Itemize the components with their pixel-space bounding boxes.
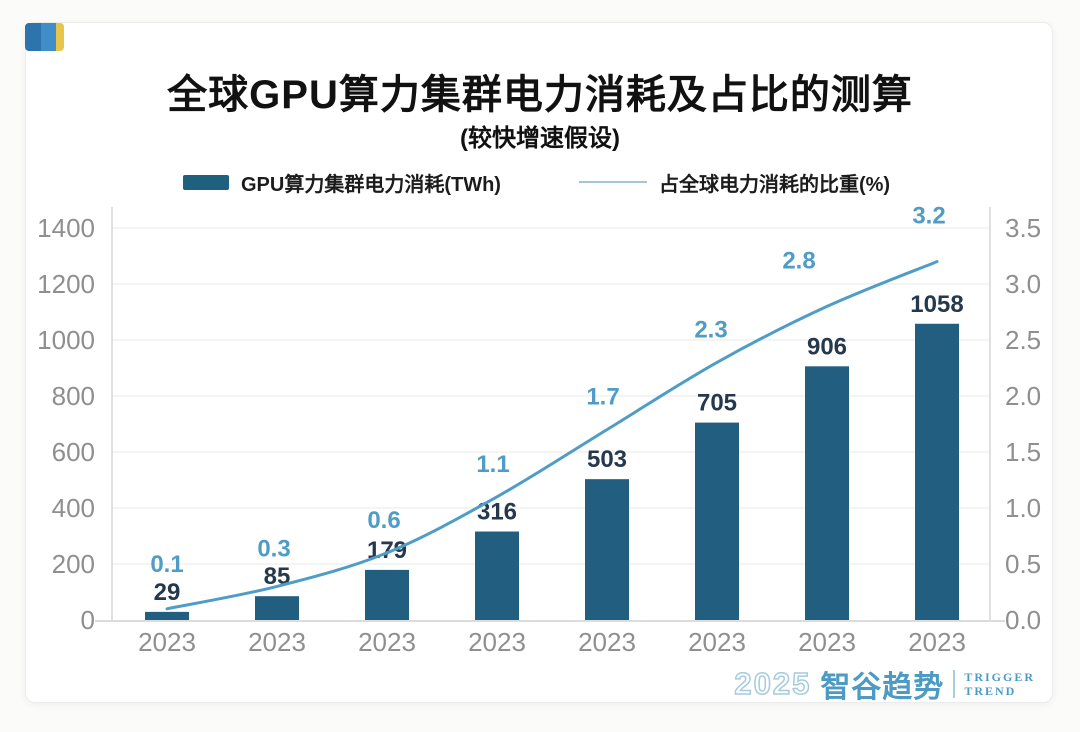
right-axis-tick: 0.5 xyxy=(1005,549,1041,579)
bar xyxy=(365,569,409,620)
line-value-label: 1.7 xyxy=(586,384,619,411)
bar xyxy=(475,531,519,620)
legend-item-line-series: 占全球电力消耗的比重(%) xyxy=(578,168,891,197)
watermark-tagline: TRIGGER TREND xyxy=(964,670,1035,699)
right-axis-tick: 2.5 xyxy=(1005,325,1041,355)
x-axis-label: 2023 xyxy=(688,627,746,657)
bar-value-label: 906 xyxy=(807,333,847,360)
legend: GPU算力集群电力消耗(TWh) 占全球电力消耗的比重(%) xyxy=(183,166,890,198)
bar xyxy=(255,596,299,620)
chart-card xyxy=(25,22,1053,703)
left-axis-tick: 600 xyxy=(52,437,95,467)
right-axis-tick: 3.0 xyxy=(1005,269,1041,299)
legend-item-bar-series: GPU算力集群电力消耗(TWh) xyxy=(183,168,501,197)
bar-value-label: 705 xyxy=(697,390,737,417)
chart-title: 全球GPU算力集群电力消耗及占比的测算 xyxy=(167,73,913,117)
right-axis-tick: 2.0 xyxy=(1005,381,1041,411)
line-value-label: 0.6 xyxy=(367,507,400,534)
left-axis-tick: 1400 xyxy=(37,213,95,243)
combo-chart-plot: 0 200 400 600 800 1000 1200 1400 0.0 0.5 1.0 1.5 2.0… xyxy=(37,203,1041,657)
x-axis-label: 2023 xyxy=(798,627,856,657)
logo-icon xyxy=(25,23,64,51)
right-axis-tick: 1.0 xyxy=(1005,493,1041,523)
x-axis-label: 2023 xyxy=(248,627,306,657)
line-value-label: 2.3 xyxy=(694,316,727,343)
bar-value-label: 503 xyxy=(587,446,627,473)
x-axis-label: 2023 xyxy=(468,627,526,657)
line-value-label: 2.8 xyxy=(782,247,815,274)
bar xyxy=(695,422,739,620)
watermark-brand: 智谷趋势 xyxy=(820,671,945,704)
left-axis-tick: 400 xyxy=(52,493,95,523)
watermark-divider xyxy=(953,670,956,698)
x-axis-label: 2023 xyxy=(358,627,416,657)
bar-value-label: 316 xyxy=(477,499,517,526)
left-axis-tick: 1000 xyxy=(37,325,95,355)
watermark-tagline-line1: TRIGGER xyxy=(964,669,1035,684)
x-axis-label: 2023 xyxy=(908,627,966,657)
brand-watermark: 2025 智谷趋势 TRIGGER TREND xyxy=(734,665,1035,704)
bar xyxy=(805,366,849,620)
bar-value-label: 29 xyxy=(154,579,181,606)
x-axis-label: 2023 xyxy=(138,627,196,657)
bar xyxy=(585,479,629,620)
line-swatch-icon xyxy=(578,181,647,183)
chart-subtitle: (较快增速假设) xyxy=(460,125,620,152)
line-value-label: 1.1 xyxy=(476,451,509,478)
left-axis-tick: 200 xyxy=(52,549,95,579)
line-value-label: 0.1 xyxy=(150,551,183,578)
bar xyxy=(915,323,959,620)
legend-label-bar: GPU算力集群电力消耗(TWh) xyxy=(241,173,501,196)
watermark-tagline-line2: TREND xyxy=(964,684,1017,698)
x-axis-label: 2023 xyxy=(578,627,636,657)
watermark-year: 2025 xyxy=(734,665,812,702)
logo-segment-dark-blue xyxy=(25,23,41,51)
line-value-label: 3.2 xyxy=(912,203,945,230)
bar-value-label: 1058 xyxy=(910,291,963,318)
line-series-path xyxy=(165,260,939,611)
bar xyxy=(145,611,189,620)
left-axis-tick: 0 xyxy=(81,605,95,635)
line-value-label: 0.3 xyxy=(257,535,290,562)
right-axis-tick: 0.0 xyxy=(1005,605,1041,635)
right-axis-tick: 1.5 xyxy=(1005,437,1041,467)
bar-swatch-icon xyxy=(183,174,229,190)
right-axis-tick: 3.5 xyxy=(1005,213,1041,243)
left-axis-tick: 1200 xyxy=(37,269,95,299)
left-axis-tick: 800 xyxy=(52,381,95,411)
logo-segment-light-blue xyxy=(41,23,56,51)
legend-label-line: 占全球电力消耗的比重(%) xyxy=(658,173,891,196)
logo-segment-yellow xyxy=(56,23,64,51)
